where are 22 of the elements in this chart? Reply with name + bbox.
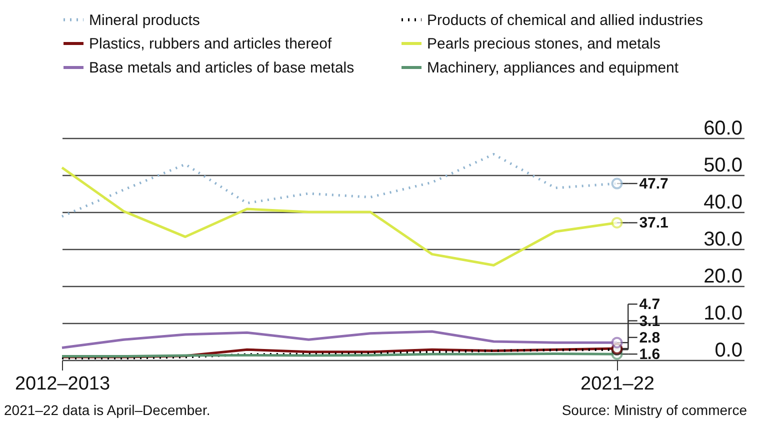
legend-label: Plastics, rubbers and articles thereof (89, 36, 332, 52)
data-label: 37.1 (639, 214, 668, 232)
data-label: 4.7 (639, 296, 660, 314)
data-label: 1.6 (639, 346, 660, 364)
legend-label: Pearls precious stones, and metals (427, 36, 660, 52)
y-tick-label: 50.0 (704, 154, 742, 176)
legend-label: Base metals and articles of base metals (89, 60, 354, 76)
y-tick-label: 0.0 (714, 340, 742, 362)
y-tick-label: 30.0 (704, 228, 742, 250)
x-tick-label: 2012–2013 (14, 374, 110, 394)
y-tick-label: 40.0 (704, 192, 742, 214)
legend-label: Machinery, appliances and equipment (427, 60, 680, 76)
y-tick-label: 20.0 (704, 266, 742, 288)
y-tick-label: 10.0 (704, 302, 742, 324)
x-tick-label: 2021–22 (580, 374, 654, 394)
data-label: 2.8 (639, 329, 660, 346)
legend-label: Mineral products (89, 12, 200, 29)
source-note: Source: Ministry of commerce (562, 402, 747, 418)
data-label: 47.7 (639, 176, 668, 193)
legend-label: Products of chemical and allied industries (427, 12, 703, 29)
text: 2021–22 data is April–December. (4, 402, 210, 418)
y-tick-label: 60.0 (704, 118, 742, 140)
